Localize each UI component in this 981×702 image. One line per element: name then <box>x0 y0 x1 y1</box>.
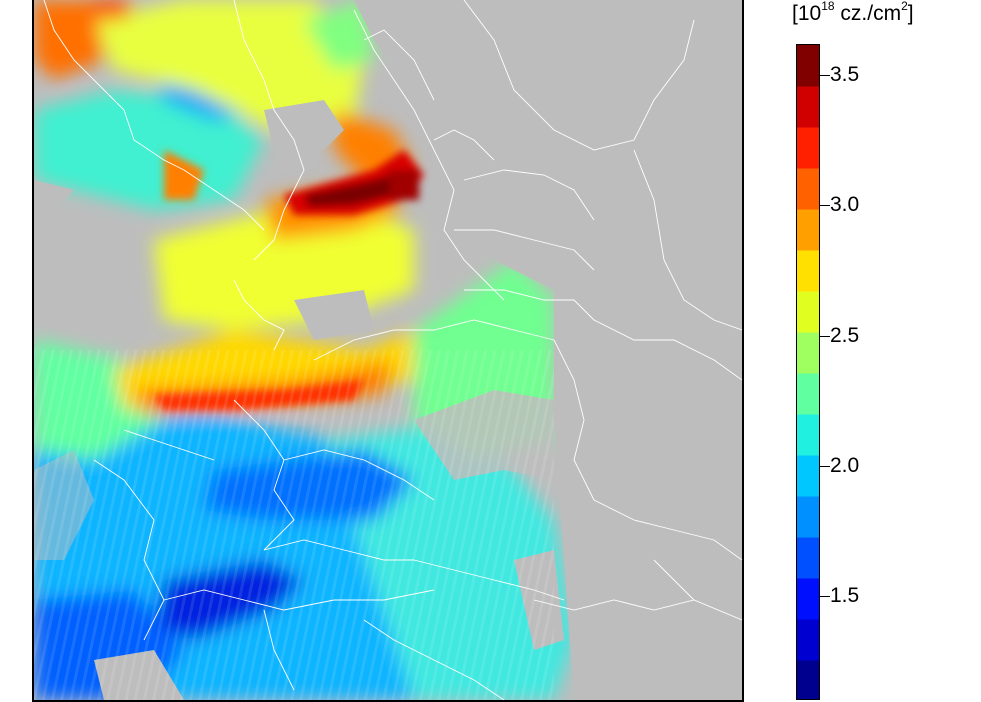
colorbar-gradient <box>797 45 819 699</box>
border-belarus <box>593 319 742 381</box>
border-czech <box>283 449 435 501</box>
border-finland <box>463 0 695 151</box>
colorbar-tick <box>820 595 830 597</box>
field-red-left <box>164 150 204 200</box>
border-russia <box>633 149 742 331</box>
colorbar-tick <box>820 335 830 337</box>
border-ukraine <box>593 499 742 561</box>
colorbar-segment <box>797 291 819 312</box>
colorbar-segment <box>797 578 819 599</box>
border-romania <box>533 599 742 621</box>
map-canvas <box>34 0 742 700</box>
colorbar-segment <box>797 475 819 497</box>
colorbar-segment <box>797 639 819 661</box>
field-east-strips <box>304 0 374 70</box>
country-borders <box>43 0 742 700</box>
concentration-map <box>32 0 744 702</box>
border-germany <box>233 399 295 551</box>
colorbar-segment <box>797 250 819 271</box>
border-estonia <box>463 169 595 221</box>
colorbar-segment <box>797 680 819 699</box>
colorbar-tick-label: 3.0 <box>830 193 860 217</box>
colorbar-unit-label: [1018 cz./cm2] <box>792 0 914 26</box>
border-latvia <box>454 229 595 271</box>
colorbar-segment <box>797 619 819 640</box>
field-north-orange-2 <box>94 0 134 20</box>
colorbar-segment <box>797 127 819 148</box>
colorbar <box>796 44 820 700</box>
border-moldova <box>653 559 695 601</box>
border-benelux <box>123 429 215 461</box>
field-north-yellow <box>94 0 364 130</box>
nodata-west-lower <box>34 230 94 330</box>
colorbar-segment <box>797 598 819 620</box>
colorbar-tick-label: 1.5 <box>830 583 860 607</box>
colorbar-segment <box>797 168 819 189</box>
border-alps-south <box>163 589 435 611</box>
colorbar-segment <box>797 537 819 558</box>
colorbar-segment <box>797 373 819 394</box>
colorbar-segment <box>797 65 819 87</box>
border-poland-north <box>313 319 555 361</box>
colorbar-segment <box>797 352 819 374</box>
border-denmark <box>233 279 285 351</box>
colorbar-tick <box>820 465 830 467</box>
unit-mid: cz./cm <box>834 2 902 25</box>
colorbar-tick-label: 2.0 <box>830 453 860 477</box>
colorbar-segment <box>797 209 819 230</box>
colorbar-segment <box>797 496 819 517</box>
nodata-west <box>34 180 74 230</box>
colorbar-segment <box>797 660 819 681</box>
colorbar-segment <box>797 393 819 415</box>
border-italy <box>263 609 295 691</box>
colorbar-tick <box>820 75 830 77</box>
colorbar-segment <box>797 414 819 435</box>
border-norway-coast <box>43 0 265 231</box>
unit-base: [10 <box>792 2 822 25</box>
colorbar-segment <box>797 106 819 128</box>
colorbar-segment <box>797 229 819 251</box>
border-france <box>93 459 165 641</box>
unit-exponent: 18 <box>821 0 835 13</box>
nodata-east <box>354 0 742 700</box>
border-sweden <box>233 0 305 261</box>
colorbar-segment <box>797 311 819 333</box>
border-poland-east <box>553 339 595 501</box>
border-aland <box>433 129 495 161</box>
colorbar-segment <box>797 455 819 476</box>
unit-end: ] <box>907 2 914 25</box>
border-austria <box>263 539 414 561</box>
nodata-north-lake <box>264 100 344 150</box>
border-hungary <box>413 559 565 601</box>
colorbar-segment <box>797 45 819 66</box>
colorbar-segment <box>797 557 819 579</box>
colorbar-segment <box>797 434 819 456</box>
colorbar-segment <box>797 270 819 292</box>
border-lithuania <box>464 289 595 321</box>
unit-power: 2 <box>901 0 908 13</box>
colorbar-segment <box>797 516 819 538</box>
colorbar-tick-label: 2.5 <box>830 323 860 347</box>
colorbar-segment <box>797 147 819 169</box>
colorbar-segment <box>797 86 819 107</box>
stripe-texture <box>34 350 554 700</box>
colorbar-segment <box>797 332 819 353</box>
hotspot-dark <box>304 172 399 207</box>
hotspot-small <box>389 170 419 200</box>
field-north-orange-1 <box>34 0 104 80</box>
colorbar-tick <box>820 205 830 207</box>
colorbar-segment <box>797 188 819 210</box>
border-gulf-bothnia <box>363 29 435 101</box>
colorbar-tick-label: 3.5 <box>830 63 860 87</box>
nodata-center <box>294 290 374 340</box>
border-baltic-coast <box>353 9 505 301</box>
border-balkans <box>363 619 505 700</box>
